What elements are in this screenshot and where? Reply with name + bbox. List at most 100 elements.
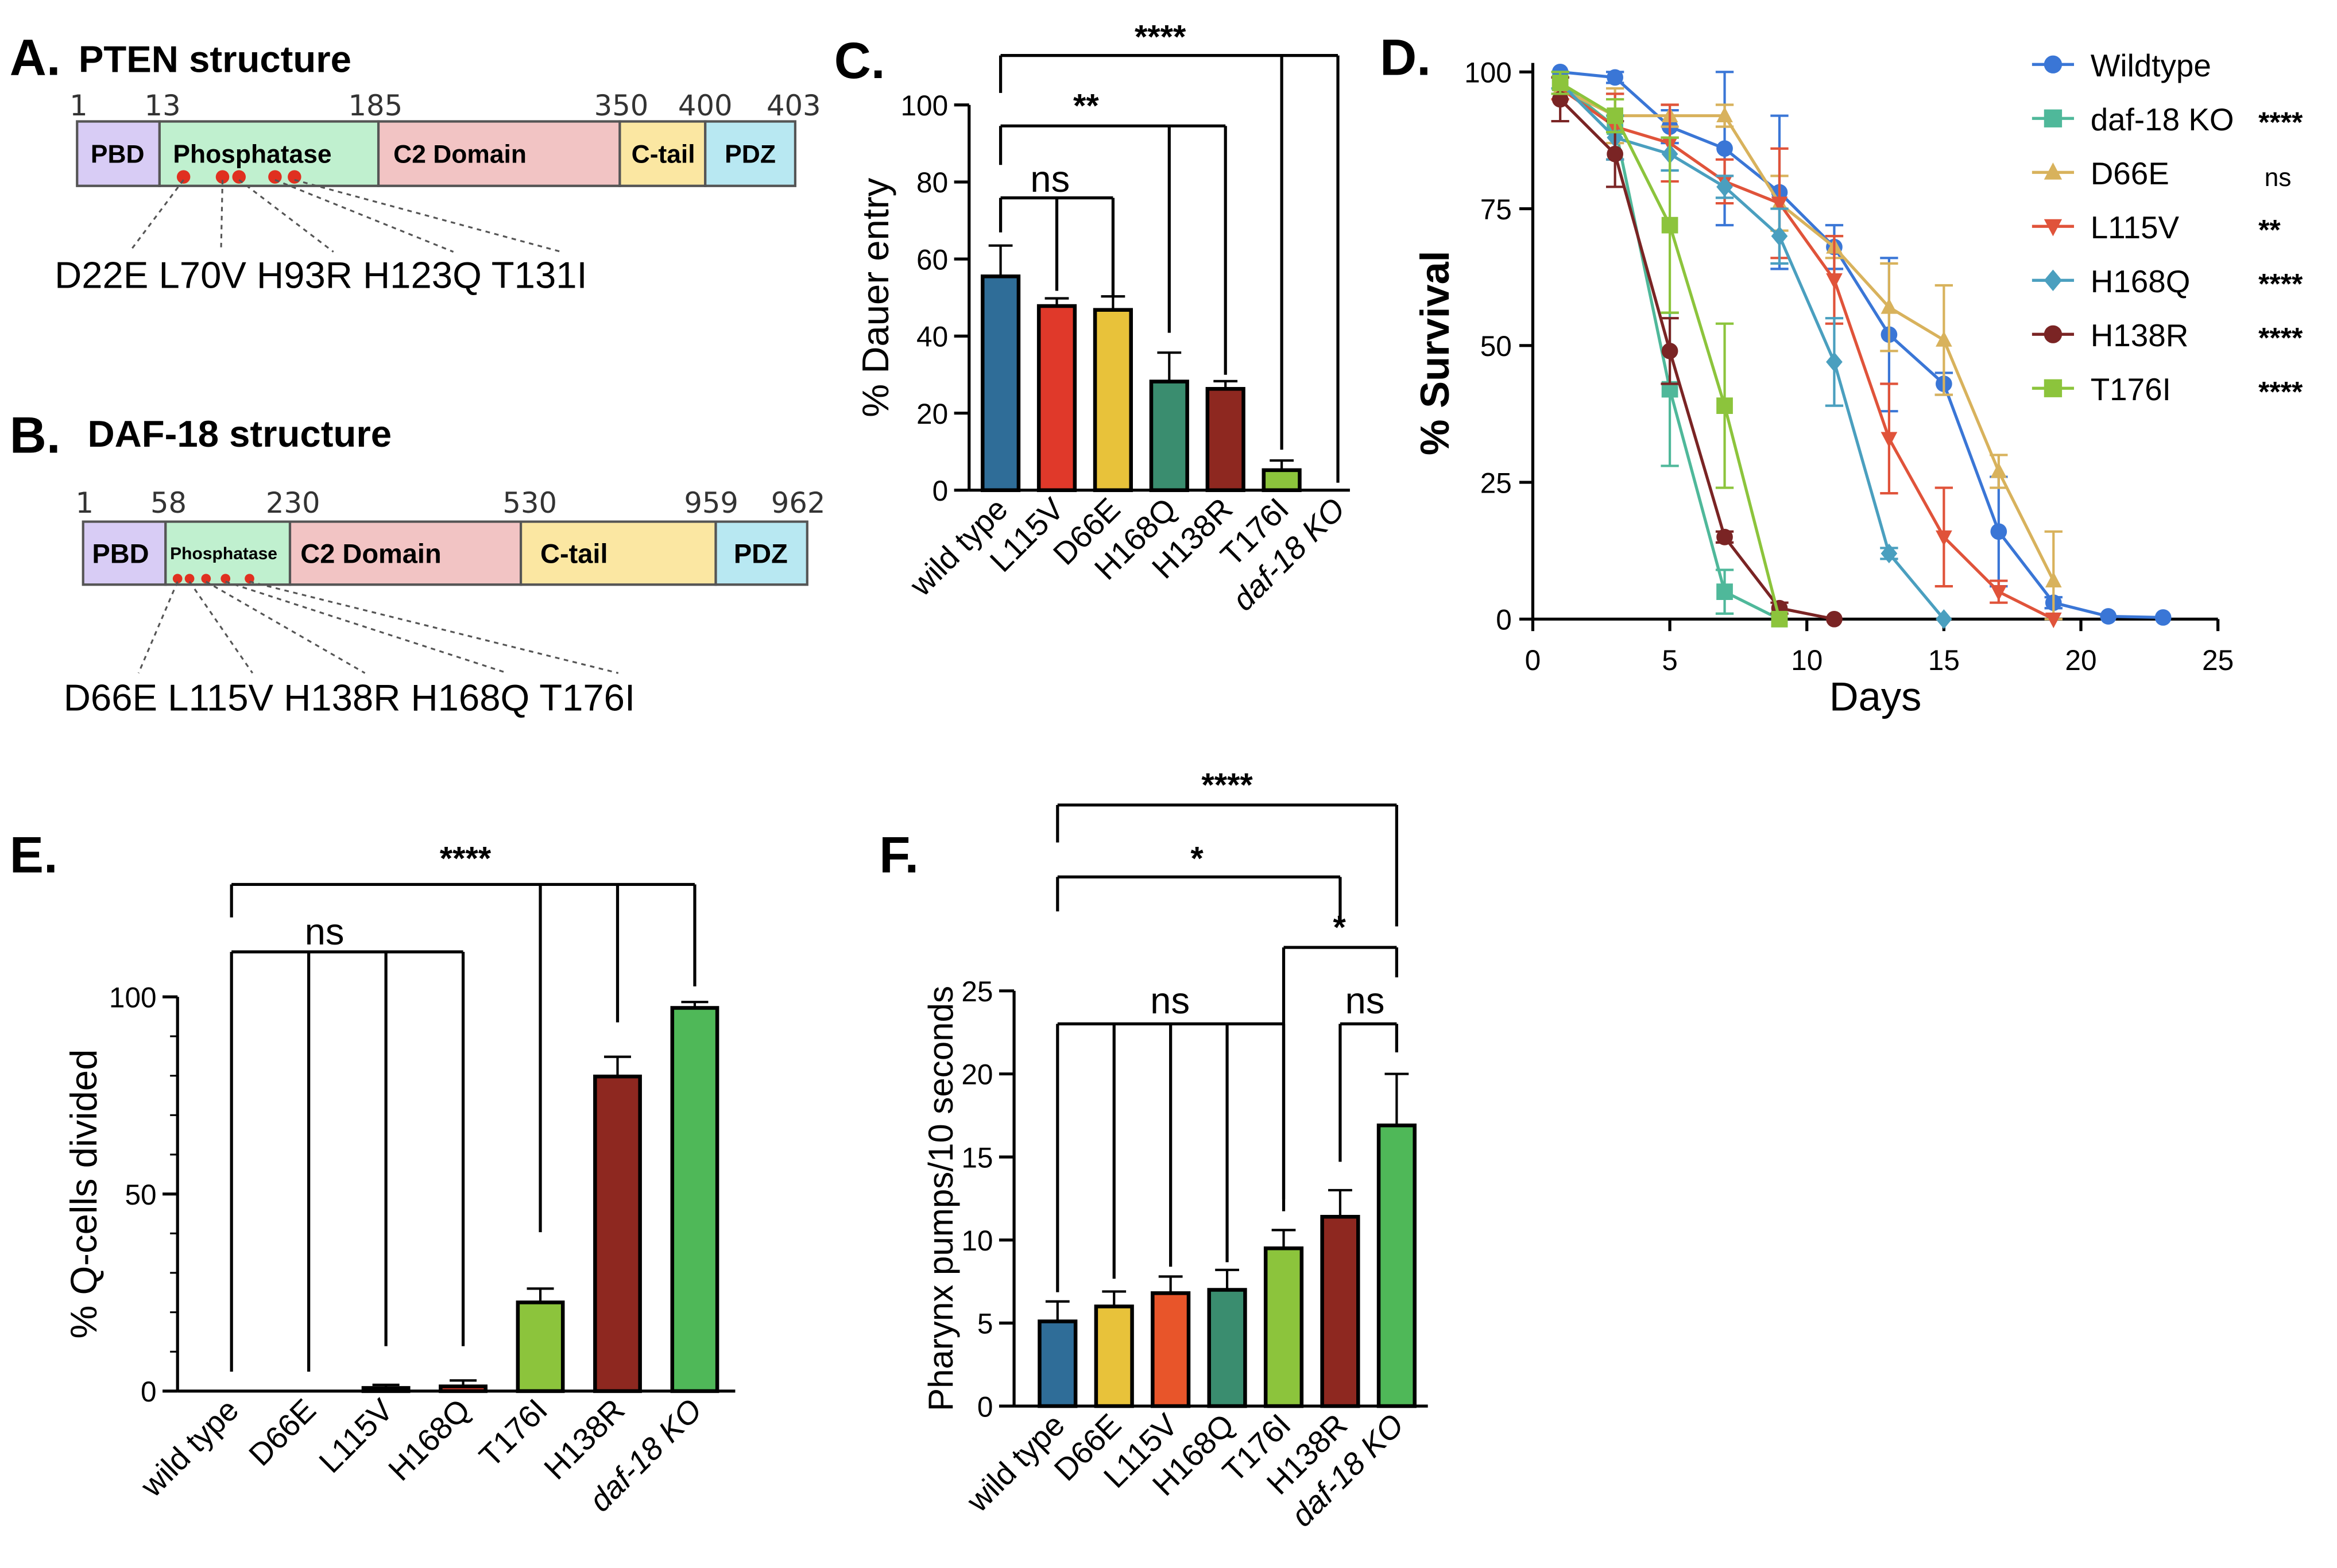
survival-line	[1560, 70, 2164, 620]
pten-position-label: 350	[594, 89, 649, 122]
pharynx-y-tick-label: 10	[961, 1225, 993, 1257]
pten-position-label: 13	[145, 89, 181, 122]
legend-significance: ns	[2265, 164, 2292, 192]
pten-domain-label: PBD	[91, 141, 145, 169]
survival-line	[1560, 87, 2055, 582]
pharynx-sig-label: ****	[1201, 766, 1253, 803]
pharynx-bar	[1038, 1319, 1078, 1408]
daf18-leader-line	[137, 581, 179, 673]
dauer-y-tick-label: 80	[916, 167, 948, 199]
daf18-panel: B. DAF-18 structure 1 58 230 530 959 962 PBD Phos…	[10, 406, 826, 718]
daf18-leader-line	[225, 580, 508, 674]
survival-x-tick-label: 25	[2202, 644, 2234, 676]
survival-point	[2044, 162, 2063, 180]
daf18-title: DAF-18 structure	[88, 413, 392, 455]
pharynx-y-tick-label: 5	[977, 1308, 993, 1340]
survival-x-tick-label: 15	[1928, 644, 1960, 676]
qcell-bar	[593, 1074, 642, 1393]
survival-series	[1551, 71, 1788, 628]
survival-panel-letter: D.	[1380, 29, 1431, 86]
survival-line	[1559, 82, 1945, 620]
dauer-bar	[1205, 387, 1245, 493]
survival-y-tick-label: 100	[1464, 57, 1512, 89]
survival-y-axis-label: % Survival	[1412, 251, 1457, 456]
survival-line	[1559, 98, 1835, 621]
legend-significance: ****	[2258, 106, 2303, 138]
pharynx-bar	[1094, 1304, 1134, 1408]
pten-domain-pdz	[704, 120, 796, 187]
survival-point	[1771, 610, 1788, 628]
survival-point	[1607, 145, 1623, 162]
dauer-sig-label: ****	[1135, 19, 1186, 56]
survival-point	[1771, 226, 1788, 246]
daf18-position-label: 230	[266, 486, 320, 520]
survival-point	[1661, 342, 1678, 359]
survival-point	[1716, 177, 1733, 197]
pharynx-bar	[1320, 1214, 1360, 1408]
pten-leader-line	[220, 180, 224, 252]
survival-series	[1551, 63, 2172, 626]
pharynx-sig-label: *	[1333, 909, 1346, 946]
survival-point	[2044, 109, 2063, 127]
dauer-bar	[1093, 308, 1133, 493]
pten-panel: A. PTEN structure 1 13 185 350 400 403 PBD Phosph…	[10, 29, 821, 296]
survival-x-tick-label: 0	[1525, 644, 1541, 676]
daf18-domain-label: C2 Domain	[300, 538, 441, 568]
legend-label: Wildtype	[2091, 48, 2211, 83]
survival-point	[2044, 55, 2063, 73]
pharynx-sig-label: ns	[1345, 979, 1385, 1021]
legend-significance: ****	[2258, 322, 2303, 354]
dauer-y-tick-label: 0	[933, 475, 949, 507]
pharynx-bar	[1151, 1291, 1191, 1408]
pharynx-y-tick-label: 20	[961, 1059, 993, 1091]
pten-position-label: 400	[678, 89, 733, 122]
dauer-sig-label: **	[1073, 88, 1099, 125]
survival-point	[1881, 432, 1898, 448]
daf18-position-label: 58	[150, 486, 187, 520]
survival-point	[1716, 106, 1733, 123]
survival-point	[1881, 543, 1898, 564]
qcell-category-label: D66E	[242, 1392, 323, 1473]
daf18-mutation-dot	[245, 574, 254, 584]
survival-point	[1826, 273, 1843, 289]
pten-leader-line	[238, 179, 334, 253]
pharynx-sig-label: ns	[1150, 979, 1190, 1021]
survival-point	[1935, 331, 1952, 347]
qcell-bar	[361, 1386, 411, 1393]
survival-point	[1716, 140, 1733, 157]
dauer-y-tick-label: 40	[916, 321, 948, 353]
dauer-bar	[1149, 380, 1189, 493]
pharynx-y-tick-label: 0	[977, 1391, 993, 1423]
survival-point	[1607, 69, 1623, 86]
qcell-panel-letter: E.	[10, 827, 58, 884]
pten-domain-label: C-tail	[632, 141, 695, 169]
dauer-y-tick-label: 20	[916, 398, 948, 430]
daf18-leader-line	[188, 581, 254, 674]
dauer-bar	[1262, 468, 1302, 493]
daf18-position-label: 1	[76, 486, 94, 520]
pten-domain-label: Phosphatase	[173, 141, 331, 169]
survival-point	[2044, 269, 2063, 292]
legend-label: H138R	[2091, 318, 2189, 353]
dauer-y-tick-label: 100	[900, 90, 948, 122]
legend-label: daf-18 KO	[2091, 102, 2234, 137]
daf18-domain-label: PBD	[92, 538, 149, 568]
pten-domain-label: PDZ	[725, 141, 776, 169]
pharynx-sig-label: *	[1190, 840, 1204, 877]
legend-label: L115V	[2091, 210, 2180, 245]
qcell-category-label: H168Q	[381, 1392, 477, 1488]
survival-series	[1551, 76, 2062, 629]
survival-x-axis-label: Days	[1829, 674, 1922, 719]
daf18-position-label: 959	[684, 486, 738, 520]
daf18-domain-label: PDZ	[734, 538, 788, 568]
pharynx-y-tick-label: 15	[961, 1141, 993, 1174]
survival-line	[1559, 87, 2054, 621]
survival-x-tick-label: 20	[2065, 644, 2096, 676]
pten-mutation-dot	[215, 170, 230, 184]
survival-point	[1935, 609, 1952, 629]
survival-point	[1935, 530, 1952, 547]
survival-point	[2044, 325, 2063, 343]
legend-label: H168Q	[2091, 264, 2191, 299]
